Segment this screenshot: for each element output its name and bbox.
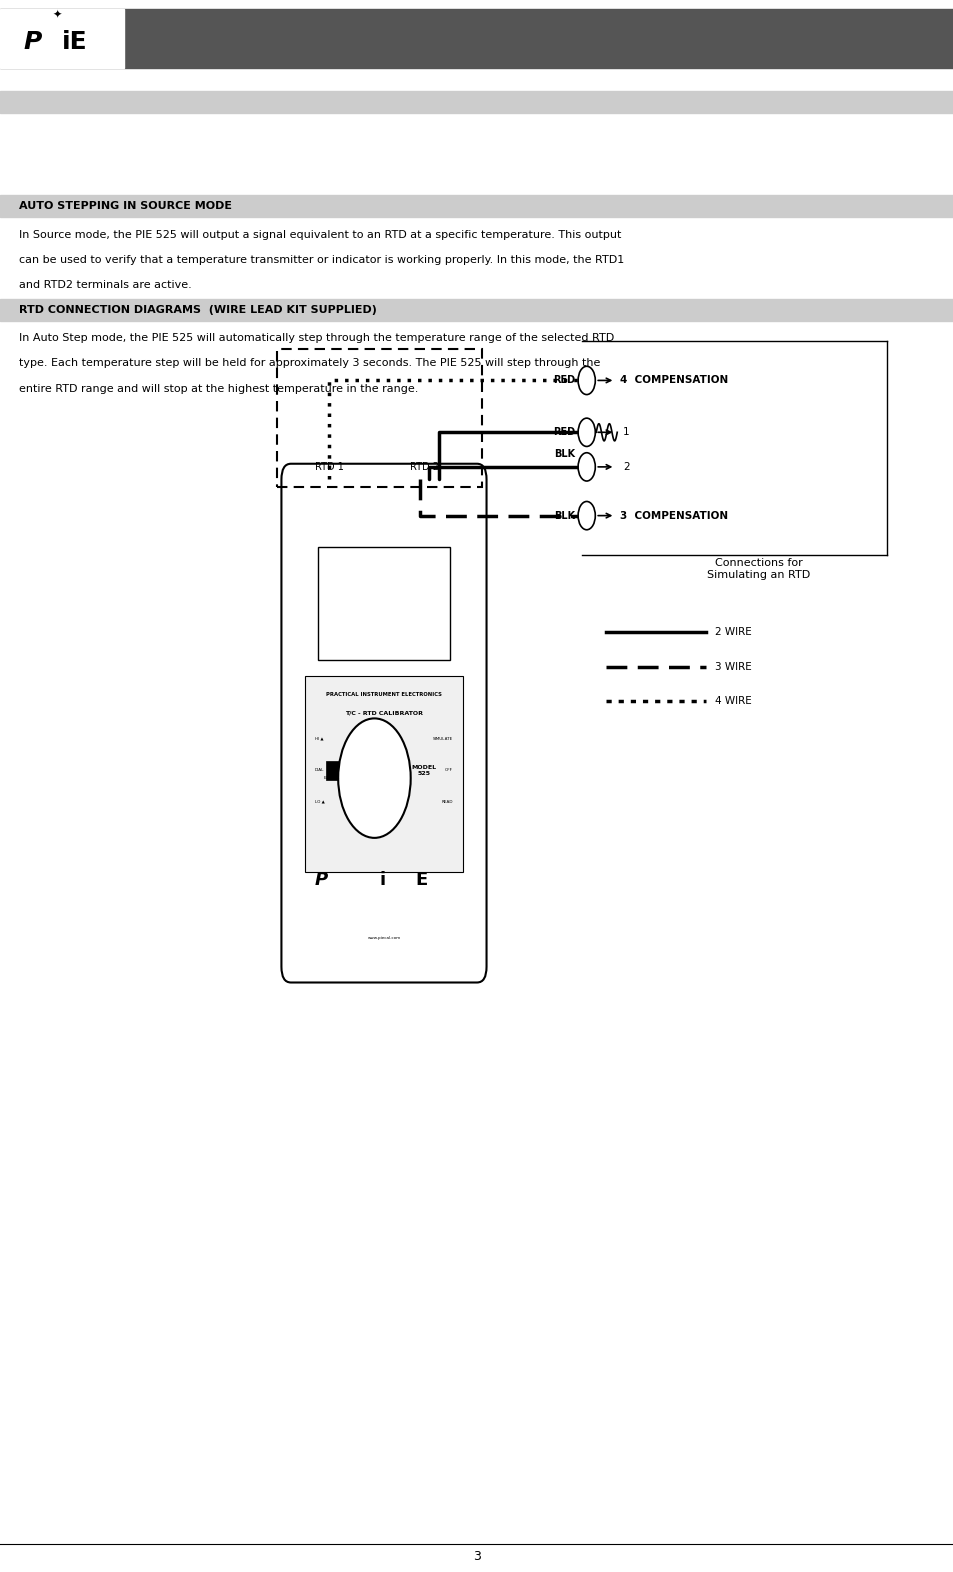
Text: P: P (24, 30, 42, 53)
Text: 3 WIRE: 3 WIRE (715, 662, 752, 671)
Text: entire RTD range and will stop at the highest temperature in the range.: entire RTD range and will stop at the hi… (19, 384, 418, 393)
Bar (326, 761, 343, 780)
Text: Connections for
Simulating an RTD: Connections for Simulating an RTD (706, 558, 809, 580)
Text: E: E (415, 871, 427, 890)
Text: 2: 2 (622, 462, 629, 472)
Text: 4  COMPENSATION: 4 COMPENSATION (619, 376, 727, 385)
Text: T/C - RTD CALIBRATOR: T/C - RTD CALIBRATOR (345, 711, 422, 715)
Text: 4 WIRE: 4 WIRE (715, 696, 752, 706)
Bar (0, 195, 953, 217)
Text: In Source mode, the PIE 525 will output a signal equivalent to an RTD at a speci: In Source mode, the PIE 525 will output … (19, 230, 620, 239)
Text: EZ-DIAL: EZ-DIAL (323, 777, 339, 780)
Text: and RTD2 terminals are active.: and RTD2 terminals are active. (19, 280, 192, 289)
Text: www.piecal.com: www.piecal.com (367, 937, 400, 940)
Text: READ: READ (441, 800, 453, 803)
Text: BLK: BLK (554, 511, 575, 520)
Text: 2 WIRE: 2 WIRE (715, 627, 752, 637)
Text: DIAL: DIAL (314, 769, 324, 772)
Bar (276, 349, 481, 487)
Bar (305, 676, 462, 872)
Text: AUTO STEPPING IN SOURCE MODE: AUTO STEPPING IN SOURCE MODE (19, 201, 232, 211)
Text: SIMULATE: SIMULATE (433, 737, 453, 740)
Bar (0, 8, 953, 68)
Text: type. Each temperature step will be held for approximately 3 seconds. The PIE 52: type. Each temperature step will be held… (19, 358, 599, 368)
Text: RTD CONNECTION DIAGRAMS  (WIRE LEAD KIT SUPPLIED): RTD CONNECTION DIAGRAMS (WIRE LEAD KIT S… (19, 305, 376, 314)
Text: 3  COMPENSATION: 3 COMPENSATION (619, 511, 727, 520)
FancyBboxPatch shape (281, 464, 486, 982)
Text: LO ▲: LO ▲ (314, 800, 324, 803)
Text: ✦: ✦ (52, 9, 62, 19)
Text: RTD 1: RTD 1 (314, 462, 343, 472)
Bar (0, 299, 953, 321)
Text: HI ▲: HI ▲ (314, 737, 323, 740)
Text: i: i (378, 871, 385, 890)
Text: RED: RED (553, 376, 575, 385)
Text: OFF: OFF (445, 769, 453, 772)
Bar (0, 91, 953, 113)
Text: iE: iE (62, 30, 88, 53)
Bar (317, 547, 450, 660)
Circle shape (337, 718, 410, 838)
Text: In Auto Step mode, the PIE 525 will automatically step through the temperature r: In Auto Step mode, the PIE 525 will auto… (19, 333, 614, 343)
Text: 3: 3 (473, 1550, 480, 1563)
Text: P: P (314, 871, 328, 890)
Circle shape (578, 453, 595, 481)
Circle shape (578, 418, 595, 446)
Circle shape (578, 366, 595, 395)
Text: BLK: BLK (554, 450, 575, 459)
Text: MODEL
525: MODEL 525 (411, 766, 436, 775)
Text: 1: 1 (622, 428, 629, 437)
Text: RTD 2: RTD 2 (410, 462, 438, 472)
Text: PRACTICAL INSTRUMENT ELECTRONICS: PRACTICAL INSTRUMENT ELECTRONICS (326, 692, 441, 696)
Text: RED: RED (553, 428, 575, 437)
Bar (0, 8, 124, 68)
Text: can be used to verify that a temperature transmitter or indicator is working pro: can be used to verify that a temperature… (19, 255, 623, 264)
Circle shape (578, 501, 595, 530)
